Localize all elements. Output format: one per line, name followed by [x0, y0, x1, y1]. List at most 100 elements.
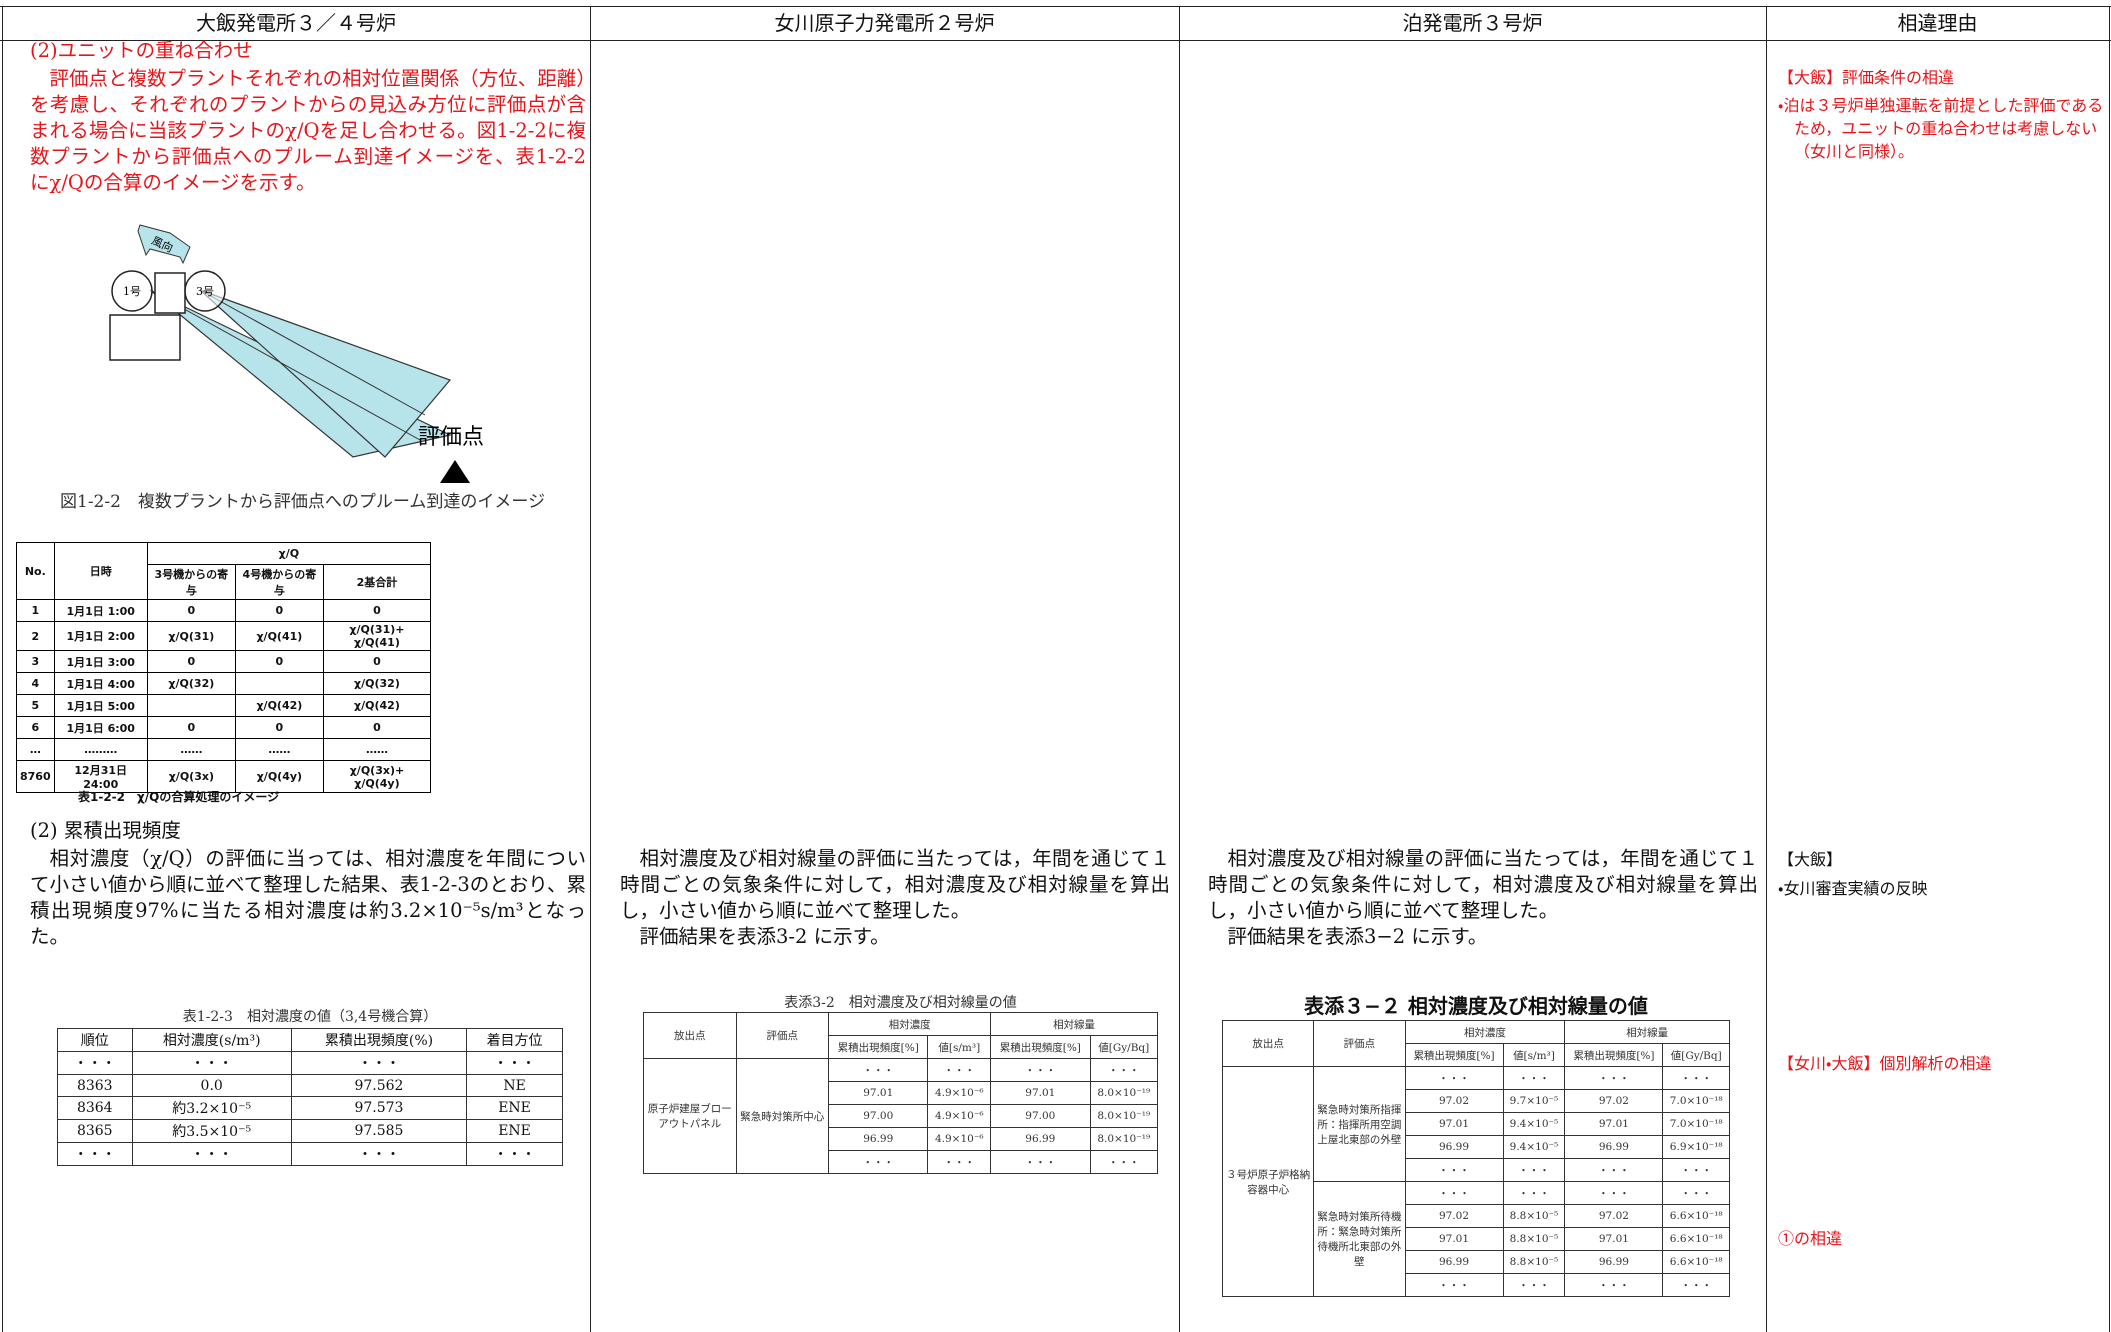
- cell: 0: [234, 650, 324, 673]
- cell: ・・・: [1564, 1181, 1664, 1205]
- header-row: 放出点 評価点 相対濃度 相対線量: [1221, 1020, 1730, 1067]
- header-cell: 累積出現頻度(%): [290, 1028, 468, 1052]
- column-header: 大飯発電所３／４号炉: [196, 11, 396, 35]
- cell: ・・・: [828, 1150, 929, 1174]
- row: 4 1月1日 4:00 χ/Q(32) χ/Q(32): [16, 672, 432, 695]
- cell: ・・・: [1662, 1181, 1730, 1205]
- cell: 4.9×10⁻⁶: [927, 1104, 992, 1128]
- cell: ・・・: [990, 1150, 1091, 1174]
- cell: 1月1日 2:00: [53, 621, 148, 651]
- row: 1 1月1日 1:00 0 0 0: [16, 599, 432, 622]
- cell: ENE: [466, 1119, 563, 1143]
- cell: 8365: [57, 1119, 133, 1143]
- paragraph: 評価結果を表添3-2 に示す。: [639, 925, 890, 948]
- rule: [1766, 6, 1767, 1332]
- row: 97.01 4.9×10⁻⁶ 97.01 8.0×10⁻¹⁹: [644, 1081, 1159, 1105]
- cell: 96.99: [990, 1127, 1091, 1151]
- table-caption: 表添３−２ 相対濃度及び相対線量の値: [1304, 994, 1648, 1018]
- cell: 97.01: [990, 1081, 1091, 1105]
- cell: 0: [322, 599, 432, 622]
- header-cell: 値[s/m³]: [1502, 1043, 1566, 1067]
- cell: ・・・: [1089, 1150, 1159, 1174]
- cell: 0.0: [131, 1074, 292, 1097]
- cell: ・・・: [1662, 1158, 1730, 1182]
- header-row: 放出点 評価点 相対濃度 相対線量: [643, 1012, 1158, 1059]
- header-row: 累積出現頻度[%] 値[s/m³] 累積出現頻度[%] 値[Gy/Bq]: [644, 1035, 1159, 1059]
- cell: 97.01: [1564, 1227, 1664, 1251]
- cell: [234, 672, 324, 695]
- cell: 97.01: [1404, 1227, 1504, 1251]
- cell: χ/Q(42): [322, 694, 432, 717]
- plume: [199, 289, 452, 458]
- rule: [0, 40, 2111, 41]
- row: ・・・ ・・・ ・・・ ・・・: [1223, 1158, 1730, 1182]
- section-heading: (2) 累積出現頻度: [30, 819, 181, 842]
- cell: 96.99: [1404, 1135, 1504, 1159]
- cell: ・・・: [990, 1058, 1091, 1082]
- building: [154, 272, 186, 314]
- cell: χ/Q(32): [146, 672, 236, 695]
- cell: ・・・: [1564, 1273, 1664, 1297]
- row: 緊急時対策所待機所：緊急時対策所待機所北東部の外壁 ・・・ ・・・ ・・・ ・・・: [1223, 1181, 1730, 1297]
- reason-text: ・女川審査実績の反映: [1778, 879, 1928, 898]
- cell: 6.6×10⁻¹⁸: [1662, 1250, 1730, 1274]
- cell: 3: [16, 650, 55, 673]
- table-caption: 表添3-2 相対濃度及び相対線量の値: [784, 995, 1017, 1011]
- header-cell: 値[s/m³]: [927, 1035, 992, 1059]
- unit-circle: [111, 270, 153, 312]
- cell: NE: [466, 1074, 563, 1097]
- cell: ……: [322, 738, 432, 761]
- paragraph: 相対濃度（χ/Q）の評価に当っては、相対濃度を年間について小さい値から順に並べて…: [30, 847, 586, 948]
- cell: 0: [146, 650, 236, 673]
- header-cell: 相対線量: [990, 1012, 1158, 1036]
- header-cell: 累積出現頻度[%]: [1564, 1043, 1664, 1067]
- building: [109, 314, 181, 361]
- cell: 7.0×10⁻¹⁸: [1662, 1112, 1730, 1136]
- cell: ・・・: [1502, 1181, 1566, 1205]
- row: …………………………: [16, 738, 432, 761]
- cell: ・・・: [1502, 1158, 1566, 1182]
- cell: 97.01: [1404, 1112, 1504, 1136]
- header-row: 順位 相対濃度(s/m³) 累積出現頻度(%) 着目方位: [57, 1028, 563, 1052]
- cell: 96.99: [1564, 1250, 1664, 1274]
- unit-label: 1号: [123, 285, 141, 298]
- cell: 4.9×10⁻⁶: [927, 1127, 992, 1151]
- cell: 8.8×10⁻⁵: [1502, 1204, 1566, 1228]
- cell: ・・・: [131, 1142, 292, 1166]
- header-cell: 値[Gy/Bq]: [1089, 1035, 1159, 1059]
- paragraph: 相対濃度及び相対線量の評価に当たっては，年間を通じて１時間ごとの気象条件に対して…: [620, 847, 1170, 922]
- cell: 緊急時対策所待機所：緊急時対策所待機所北東部の外壁: [1313, 1181, 1406, 1297]
- cell: 8363: [57, 1074, 133, 1097]
- plume-axis: [149, 289, 421, 441]
- cell: 12月31日 24:00: [53, 760, 148, 793]
- cell: χ/Q(42): [234, 694, 324, 717]
- rule: [2109, 6, 2110, 1332]
- cell: χ/Q(3x): [146, 760, 236, 793]
- cell: …: [16, 738, 55, 761]
- row: ・・・ ・・・ ・・・ ・・・: [644, 1150, 1159, 1174]
- cell: 1月1日 3:00: [53, 650, 148, 673]
- header-cell: 相対濃度(s/m³): [131, 1028, 292, 1052]
- unit-label: 3号: [196, 285, 214, 298]
- cell: ・・・: [1404, 1066, 1504, 1090]
- cell: 原子炉建屋ブローアウトパネル: [643, 1058, 737, 1174]
- header-cell: 日時: [53, 542, 148, 600]
- cell: 96.99: [1564, 1135, 1664, 1159]
- cell: 6: [16, 716, 55, 739]
- header-cell: 累積出現頻度[%]: [990, 1035, 1091, 1059]
- cell: ・・・: [1662, 1273, 1730, 1297]
- row: 6 1月1日 6:00 0 0 0: [16, 716, 432, 739]
- cell: 97.00: [828, 1104, 929, 1128]
- cell: ・・・: [1564, 1066, 1664, 1090]
- cell: 97.00: [990, 1104, 1091, 1128]
- cell: 96.99: [1404, 1250, 1504, 1274]
- row: 8363 0.0 97.562 NE: [57, 1074, 563, 1097]
- cell: ・・・: [1502, 1066, 1566, 1090]
- cell: 0: [234, 716, 324, 739]
- header-cell: No.: [16, 542, 55, 600]
- cell: χ/Q(3x)+ χ/Q(4y): [322, 760, 432, 793]
- rule: [590, 6, 591, 1332]
- paragraph: 評価点と複数プラントそれぞれの相対位置関係（方位、距離）を考慮し、それぞれのプラ…: [30, 67, 586, 194]
- row: 8760 12月31日 24:00 χ/Q(3x) χ/Q(4y) χ/Q(3x)+ χ…: [16, 760, 432, 793]
